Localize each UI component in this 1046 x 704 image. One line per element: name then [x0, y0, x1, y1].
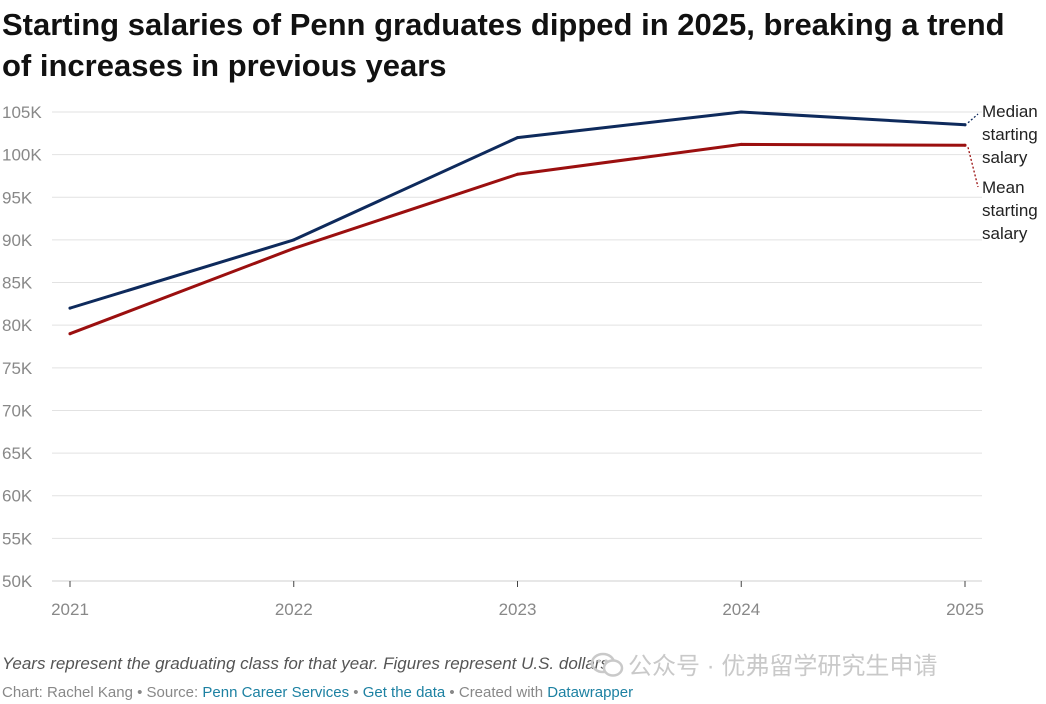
mean-starting-salary-point [68, 332, 72, 336]
x-tick-label: 2025 [946, 600, 984, 619]
y-tick-label: 105K [2, 103, 42, 122]
y-tick-label: 60K [2, 487, 33, 506]
series-label-line: Median [982, 102, 1038, 121]
credit-separator: • [132, 684, 147, 701]
credit-source-prefix: Source: [146, 684, 203, 701]
chart-title: Starting salaries of Penn graduates dipp… [2, 7, 1005, 83]
y-tick-label: 100K [2, 146, 42, 165]
y-tick-label: 90K [2, 231, 33, 250]
mean-starting-salary-label-connector [967, 147, 979, 188]
credit-author: Chart: Rachel Kang [2, 684, 133, 701]
series-label-line: salary [982, 148, 1028, 167]
grid-layer: 50K 55K 60K 65K 70K 75K 80K 85K 90K 95K 100K 105K 20… [2, 103, 984, 619]
median-starting-salary-point [292, 238, 296, 242]
x-tick-label: 2023 [499, 600, 537, 619]
mean-starting-salary-point [739, 142, 743, 146]
credit-created-prefix: Created with [458, 684, 548, 701]
y-tick-label: 80K [2, 316, 33, 335]
y-tick-label: 85K [2, 274, 33, 293]
source-link[interactable]: Penn Career Services [202, 684, 350, 701]
series-label-line: starting [982, 201, 1038, 220]
watermark: 公众号 · 优弗留学研究生申请 [590, 646, 937, 681]
get-data-link[interactable]: Get the data [362, 684, 446, 701]
x-tick-label: 2021 [51, 600, 89, 619]
median-starting-salary-label-connector [967, 113, 979, 124]
series-label-line: salary [982, 224, 1028, 243]
x-tick-label: 2022 [275, 600, 313, 619]
median-starting-salary-line [68, 110, 967, 310]
series-label-layer: Median starting salary Mean starting salary [967, 102, 1038, 243]
mean-starting-salary-point [292, 246, 296, 250]
y-tick-label: 50K [2, 572, 33, 591]
mean-starting-salary-label: Mean starting salary [982, 178, 1038, 243]
median-starting-salary-point [516, 136, 519, 140]
series-label-line: Mean [982, 178, 1025, 197]
median-starting-salary-label: Median starting salary [982, 102, 1038, 167]
series-layer [68, 110, 967, 336]
chart-credits: Chart: Rachel Kang • Source: Penn Career… [2, 684, 633, 701]
y-tick-label: 55K [2, 529, 33, 548]
y-tick-label: 65K [2, 444, 33, 463]
watermark-text: 公众号 · 优弗留学研究生申请 [628, 653, 938, 680]
median-starting-salary-point [739, 110, 743, 114]
x-tick-label: 2024 [722, 600, 760, 619]
mean-starting-salary-point [963, 143, 967, 147]
credit-separator: • [445, 684, 459, 701]
y-tick-label: 95K [2, 188, 33, 207]
y-tick-label: 70K [2, 401, 33, 420]
median-starting-salary-point [68, 306, 72, 310]
mean-starting-salary-point [516, 172, 519, 176]
datawrapper-link[interactable]: Datawrapper [547, 684, 634, 701]
wechat-icon [590, 652, 624, 677]
chart-note: Years represent the graduating class for… [2, 654, 614, 673]
series-label-line: starting [982, 125, 1038, 144]
credit-separator: • [349, 684, 363, 701]
y-tick-label: 75K [2, 359, 33, 378]
line-chart: 50K 55K 60K 65K 70K 75K 80K 85K 90K 95K 100K 105K 20… [2, 102, 1038, 619]
median-starting-salary-point [963, 123, 967, 127]
